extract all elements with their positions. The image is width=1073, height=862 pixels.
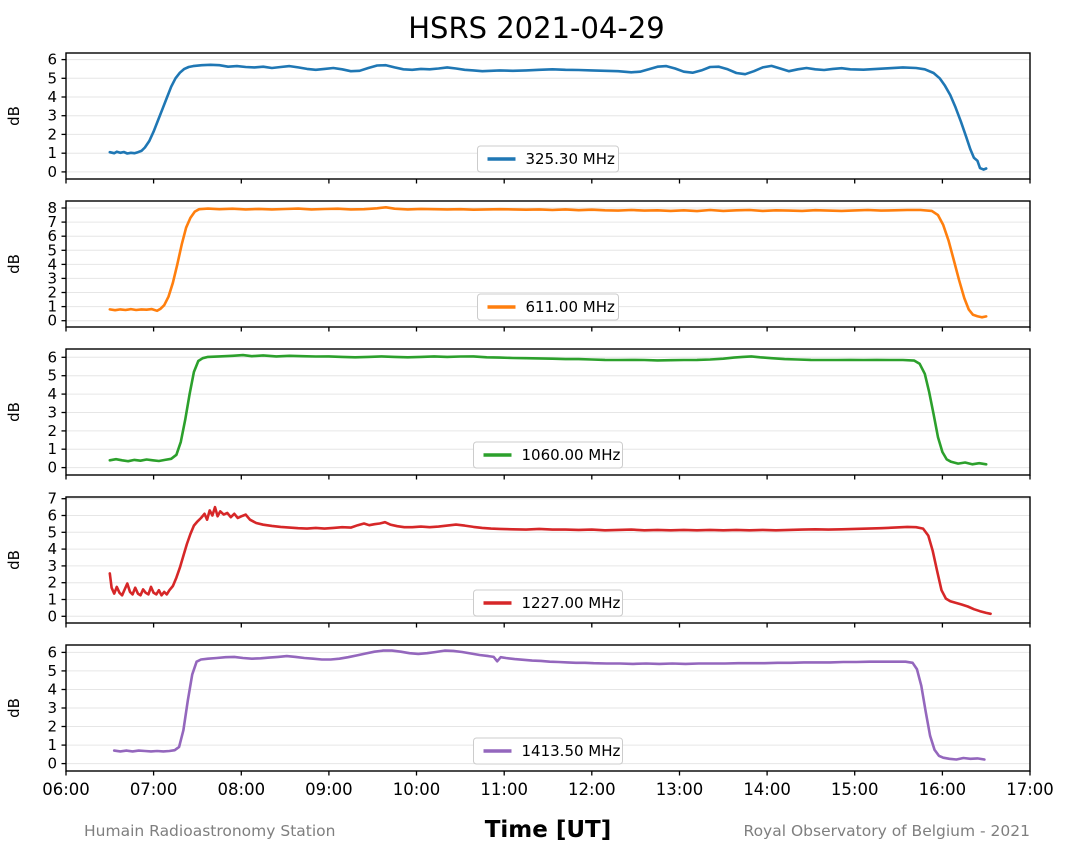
svg-text:16:00: 16:00 — [919, 780, 967, 799]
svg-text:6: 6 — [47, 507, 57, 525]
svg-text:07:00: 07:00 — [130, 780, 178, 799]
svg-text:2: 2 — [47, 422, 57, 440]
svg-text:13:00: 13:00 — [656, 780, 704, 799]
svg-text:10:00: 10:00 — [393, 780, 441, 799]
figure-footer: Humain Radioastronomy Station Time [UT] … — [0, 812, 1073, 854]
svg-text:5: 5 — [47, 69, 57, 87]
svg-text:6: 6 — [47, 51, 57, 69]
svg-text:5: 5 — [47, 662, 57, 680]
svg-text:1: 1 — [47, 736, 57, 754]
svg-text:11:00: 11:00 — [480, 780, 528, 799]
svg-text:1413.50 MHz: 1413.50 MHz — [522, 742, 621, 760]
svg-text:8: 8 — [47, 199, 57, 217]
svg-text:4: 4 — [47, 385, 57, 403]
svg-text:4: 4 — [47, 681, 57, 699]
svg-text:dB: dB — [5, 550, 23, 570]
svg-text:7: 7 — [47, 213, 57, 231]
svg-text:3: 3 — [47, 557, 57, 575]
station-credit: Humain Radioastronomy Station — [84, 822, 336, 840]
svg-text:15:00: 15:00 — [831, 780, 879, 799]
x-axis-title: Time [UT] — [484, 817, 612, 843]
observatory-credit: Royal Observatory of Belgium - 2021 — [743, 822, 1031, 840]
svg-text:12:00: 12:00 — [568, 780, 616, 799]
svg-text:08:00: 08:00 — [218, 780, 266, 799]
svg-text:2: 2 — [47, 574, 57, 592]
svg-text:0: 0 — [47, 607, 57, 625]
svg-text:6: 6 — [47, 348, 57, 366]
chart-title: HSRS 2021-04-29 — [408, 11, 665, 45]
svg-text:0: 0 — [47, 312, 57, 330]
svg-text:17:00: 17:00 — [1006, 780, 1054, 799]
svg-text:1: 1 — [47, 440, 57, 458]
svg-text:4: 4 — [47, 540, 57, 558]
svg-text:dB: dB — [5, 698, 23, 718]
svg-text:dB: dB — [5, 106, 23, 126]
svg-text:4: 4 — [47, 88, 57, 106]
svg-text:2: 2 — [47, 718, 57, 736]
svg-text:325.30 MHz: 325.30 MHz — [526, 150, 615, 168]
svg-text:dB: dB — [5, 402, 23, 422]
svg-text:2: 2 — [47, 284, 57, 302]
svg-text:5: 5 — [47, 367, 57, 385]
svg-text:09:00: 09:00 — [305, 780, 353, 799]
svg-text:dB: dB — [5, 254, 23, 274]
svg-text:1: 1 — [47, 298, 57, 316]
svg-text:1: 1 — [47, 591, 57, 609]
svg-text:0: 0 — [47, 459, 57, 477]
svg-text:6: 6 — [47, 643, 57, 661]
svg-text:7: 7 — [47, 492, 57, 508]
svg-text:2: 2 — [47, 125, 57, 143]
svg-text:0: 0 — [47, 163, 57, 181]
svg-text:06:00: 06:00 — [42, 780, 90, 799]
svg-text:1060.00 MHz: 1060.00 MHz — [522, 446, 621, 464]
svg-text:3: 3 — [47, 107, 57, 125]
svg-text:14:00: 14:00 — [743, 780, 791, 799]
svg-text:3: 3 — [47, 269, 57, 287]
svg-text:5: 5 — [47, 523, 57, 541]
svg-text:6: 6 — [47, 227, 57, 245]
svg-text:3: 3 — [47, 699, 57, 717]
svg-text:5: 5 — [47, 241, 57, 259]
svg-text:3: 3 — [47, 404, 57, 422]
svg-text:611.00 MHz: 611.00 MHz — [526, 298, 615, 316]
svg-text:4: 4 — [47, 255, 57, 273]
svg-text:0: 0 — [47, 755, 57, 773]
svg-text:1: 1 — [47, 144, 57, 162]
svg-text:1227.00 MHz: 1227.00 MHz — [522, 594, 621, 612]
